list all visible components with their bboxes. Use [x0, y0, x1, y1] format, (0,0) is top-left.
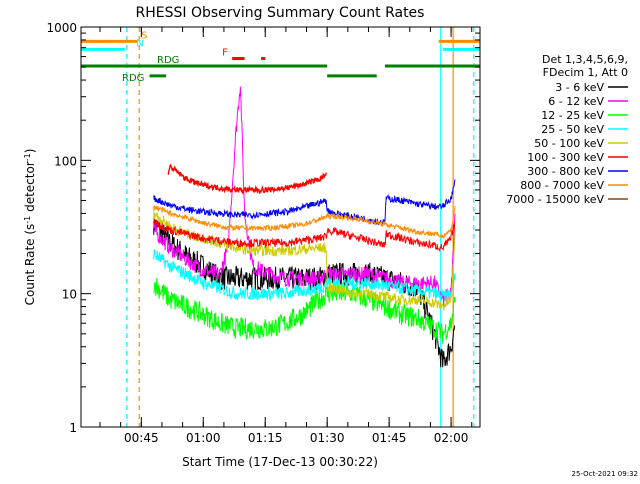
chart-title: RHESSI Observing Summary Count Rates [136, 5, 425, 21]
x-axis-label: Start Time (17-Dec-13 00:30:22) [182, 455, 378, 469]
x-tick-label-4: 01:45 [372, 431, 407, 445]
series-line-300-800kev [153, 179, 456, 227]
y-tick-label-1: 10 [62, 288, 77, 302]
y-tick-label-3: 1000 [46, 21, 77, 35]
legend-header-0: Det 1,3,4,5,6,9, [542, 53, 628, 66]
x-tick-label-1: 01:00 [186, 431, 221, 445]
x-tick-label-5: 02:00 [434, 431, 469, 445]
timestamp: 25-Oct-2021 09:32 [572, 470, 638, 478]
flag-label-rdg-4: RDG [122, 73, 144, 84]
x-tick-label-3: 01:30 [310, 431, 345, 445]
series-line-upper-red [167, 163, 327, 195]
x-tick-label-2: 01:15 [248, 431, 283, 445]
legend-entry-8: 7000 - 15000 keV [506, 193, 604, 206]
legend-entry-1: 6 - 12 keV [548, 95, 604, 108]
series-line-800-7000kev [153, 205, 456, 239]
y-tick-label-2: 100 [54, 154, 77, 168]
series-line-6-12kev [153, 86, 456, 307]
legend-entry-2: 12 - 25 keV [541, 109, 604, 122]
legend-entry-0: 3 - 6 keV [555, 81, 604, 94]
series-line-100-300kev [153, 218, 456, 253]
legend-header-1: FDecim 1, Att 0 [543, 66, 628, 79]
series-line-3-6kev [153, 213, 456, 368]
flag-label-s-0: S [141, 30, 147, 41]
legend: Det 1,3,4,5,6,9,FDecim 1, Att 0 3 - 6 keV… [506, 53, 628, 206]
legend-entry-3: 25 - 50 keV [541, 123, 604, 136]
x-tick-label-0: 00:45 [124, 431, 159, 445]
legend-entry-6: 300 - 800 keV [527, 165, 604, 178]
series-line-12-25kev [153, 278, 456, 344]
y-tick-label-0: 1 [69, 421, 77, 435]
legend-entry-7: 800 - 7000 keV [520, 179, 604, 192]
flag-label-f-2: F [222, 48, 228, 59]
y-axis-label: Count Rate (s-1 detector-1) [23, 149, 37, 306]
legend-entry-4: 50 - 100 keV [534, 137, 604, 150]
plot-frame [80, 26, 481, 428]
series-line-25-50kev [153, 249, 456, 302]
flag-label-n-1: N [136, 38, 143, 49]
legend-entry-5: 100 - 300 keV [527, 151, 604, 164]
flag-label-rdg-3: RDG [157, 55, 179, 66]
